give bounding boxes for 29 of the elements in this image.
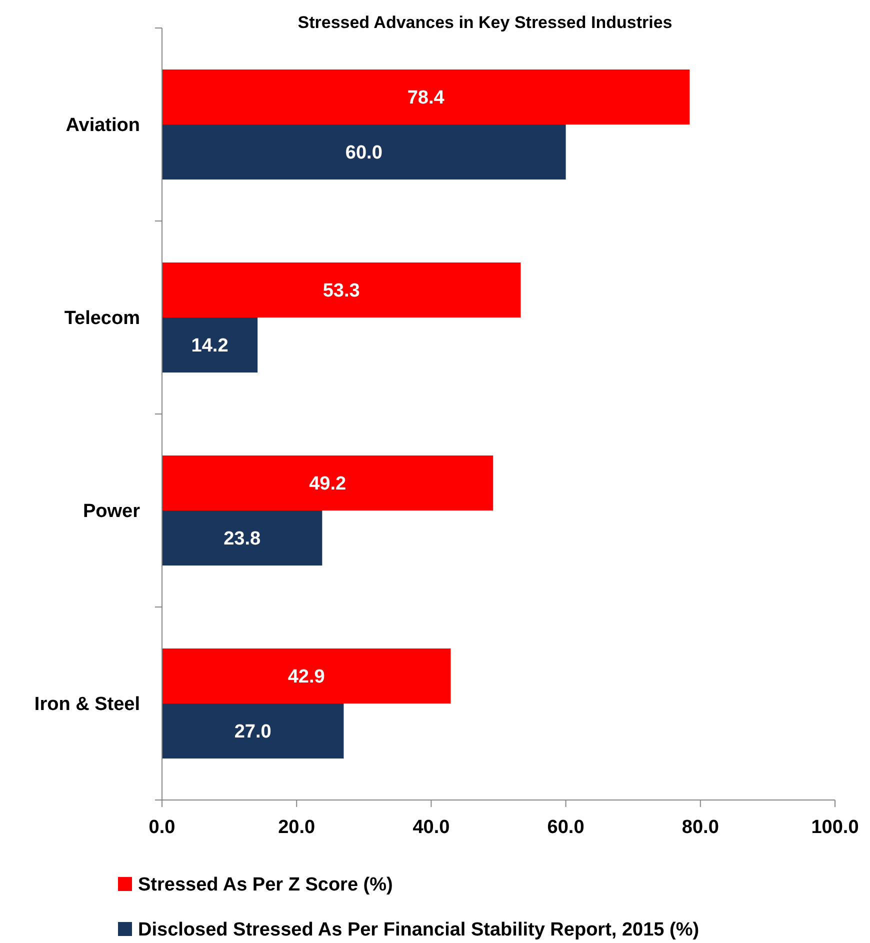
x-tick-label: 40.0 bbox=[412, 817, 450, 838]
data-label: 23.8 bbox=[224, 528, 261, 550]
chart-title: Stressed Advances in Key Stressed Industries bbox=[298, 13, 672, 32]
y-tick-label: Aviation bbox=[66, 115, 140, 136]
data-label: 27.0 bbox=[234, 722, 272, 743]
y-tick-label: Power bbox=[82, 501, 141, 522]
x-tick-label: 60.0 bbox=[547, 817, 584, 838]
bar bbox=[162, 262, 521, 318]
data-label: 53.3 bbox=[322, 280, 360, 302]
x-tick-label: 80.0 bbox=[682, 817, 719, 838]
legend-label: Stressed As Per Z Score (%) bbox=[138, 874, 393, 896]
bar bbox=[162, 648, 451, 704]
bar bbox=[162, 704, 344, 758]
legend-label: Disclosed Stressed As Per Financial Stability Report, 2015 (%) bbox=[138, 920, 700, 941]
bar bbox=[162, 124, 566, 180]
bar bbox=[162, 318, 258, 372]
x-tick-label: 20.0 bbox=[278, 817, 316, 838]
x-tick-label: 0.0 bbox=[148, 817, 176, 838]
bar bbox=[162, 456, 494, 510]
y-tick-label: Iron & Steel bbox=[34, 694, 140, 716]
data-label: 14.2 bbox=[191, 336, 228, 357]
bar bbox=[162, 510, 322, 566]
y-tick-label: Telecom bbox=[64, 308, 140, 330]
data-label: 78.4 bbox=[407, 88, 445, 109]
x-tick-label: 100.0 bbox=[811, 817, 859, 838]
bar bbox=[162, 70, 690, 124]
data-label: 60.0 bbox=[345, 142, 382, 164]
data-label: 49.2 bbox=[309, 474, 346, 495]
data-label: 42.9 bbox=[288, 666, 325, 688]
